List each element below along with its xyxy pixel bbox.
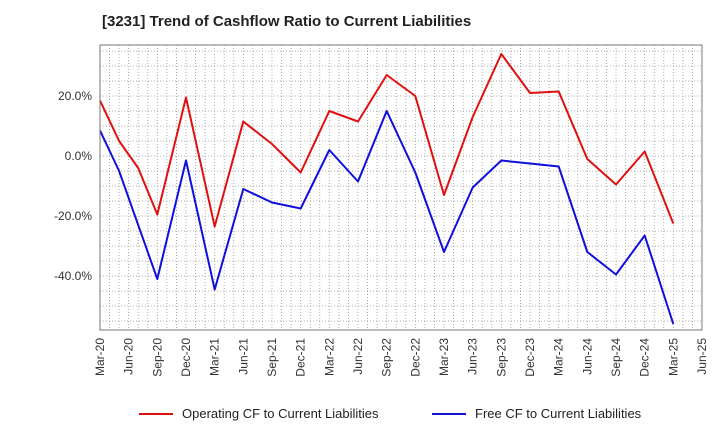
x-tick-label: Dec-24 [638,338,652,377]
x-tick-label: Mar-21 [208,338,222,376]
legend-item-operating: Operating CF to Current Liabilities [139,406,379,421]
y-tick-label: 20.0% [58,89,92,103]
series-line-operating-cf [99,53,675,228]
y-tick-label: -40.0% [54,269,92,283]
x-axis-tick-labels: Mar-20 Jun-20 Sep-20 Dec-20 Mar-21 Jun-21 Sep-… [93,338,709,377]
x-tick-label: Jun-22 [351,338,365,375]
x-tick-label: Sep-22 [380,338,394,377]
x-tick-label: Jun-24 [580,338,594,375]
x-tick-label: Mar-25 [666,338,680,376]
x-tick-label: Sep-20 [150,338,164,377]
x-tick-label: Mar-20 [93,338,107,376]
y-tick-label: -20.0% [54,209,92,223]
legend-label-free: Free CF to Current Liabilities [475,406,642,421]
x-tick-label: Jun-21 [236,338,250,375]
x-tick-label: Sep-23 [494,338,508,377]
chart-legend: Operating CF to Current Liabilities Free… [0,406,720,426]
y-tick-label: 0.0% [65,149,93,163]
x-tick-label: Mar-24 [552,338,566,376]
horizontal-gridlines [100,50,702,322]
legend-label-operating: Operating CF to Current Liabilities [182,406,379,421]
x-tick-label: Dec-20 [179,338,193,377]
x-tick-label: Dec-21 [294,338,308,377]
x-tick-label: Dec-23 [523,338,537,377]
x-tick-label: Jun-20 [122,338,136,375]
series-lines [99,53,675,325]
plot-frame [99,44,703,331]
x-tick-label: Jun-23 [466,338,480,375]
x-tick-label: Jun-25 [695,338,709,375]
x-tick-label: Dec-22 [408,338,422,377]
chart-title: [3231] Trend of Cashflow Ratio to Curren… [102,13,472,30]
x-tick-label: Mar-23 [437,338,451,376]
legend-swatch-operating [139,412,173,415]
x-tick-label: Sep-21 [265,338,279,377]
legend-swatch-free [432,412,466,415]
vertical-gridlines [99,45,703,330]
series-line-free-cf [99,110,675,325]
legend-item-free: Free CF to Current Liabilities [432,406,641,421]
x-tick-label: Sep-24 [609,338,623,377]
x-tick-label: Mar-22 [322,338,336,376]
y-axis-tick-labels: 20.0% 0.0% -20.0% -40.0% [54,89,92,283]
